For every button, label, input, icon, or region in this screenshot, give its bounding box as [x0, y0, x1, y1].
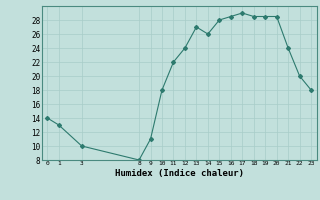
X-axis label: Humidex (Indice chaleur): Humidex (Indice chaleur): [115, 169, 244, 178]
